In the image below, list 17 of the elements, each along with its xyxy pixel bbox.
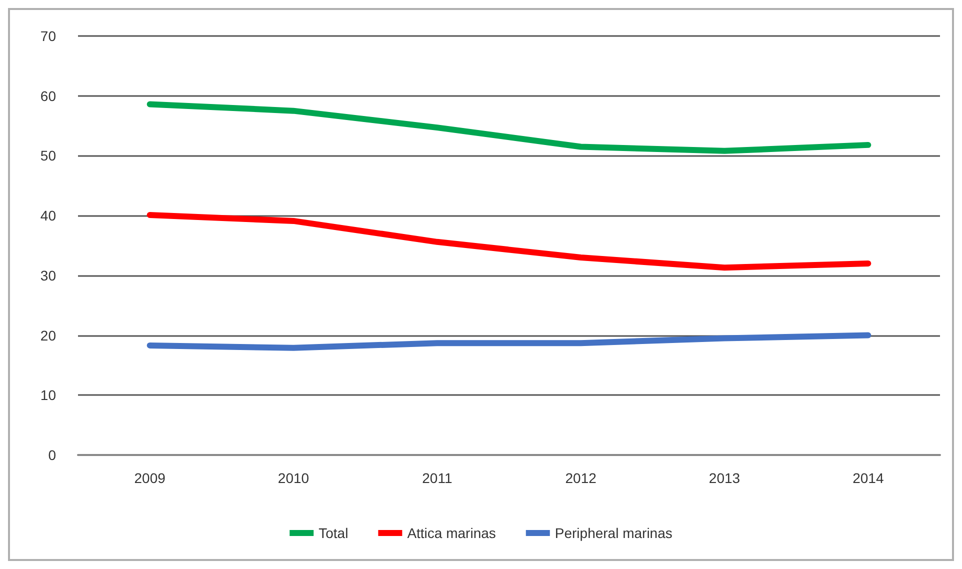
x-tick-label: 2014 xyxy=(852,470,884,486)
y-tick-label: 0 xyxy=(48,447,56,463)
y-tick-label: 70 xyxy=(40,28,56,44)
x-tick-label: 2013 xyxy=(708,470,740,486)
x-tick-label: 2009 xyxy=(134,470,166,486)
legend-label: Attica marinas xyxy=(407,525,496,541)
y-tick-label: 20 xyxy=(40,327,56,344)
y-tick-label: 60 xyxy=(40,88,56,104)
x-tick-label: 2010 xyxy=(278,470,310,486)
y-tick-label: 10 xyxy=(40,387,56,404)
y-tick-label: 50 xyxy=(40,148,56,164)
y-tick-label: 30 xyxy=(40,267,56,284)
y-tick-label: 40 xyxy=(40,208,56,224)
legend-label: Peripheral marinas xyxy=(554,525,672,541)
x-tick-label: 2011 xyxy=(422,470,452,486)
legend-label: Total xyxy=(318,525,348,541)
x-tick-label: 2012 xyxy=(565,470,597,486)
